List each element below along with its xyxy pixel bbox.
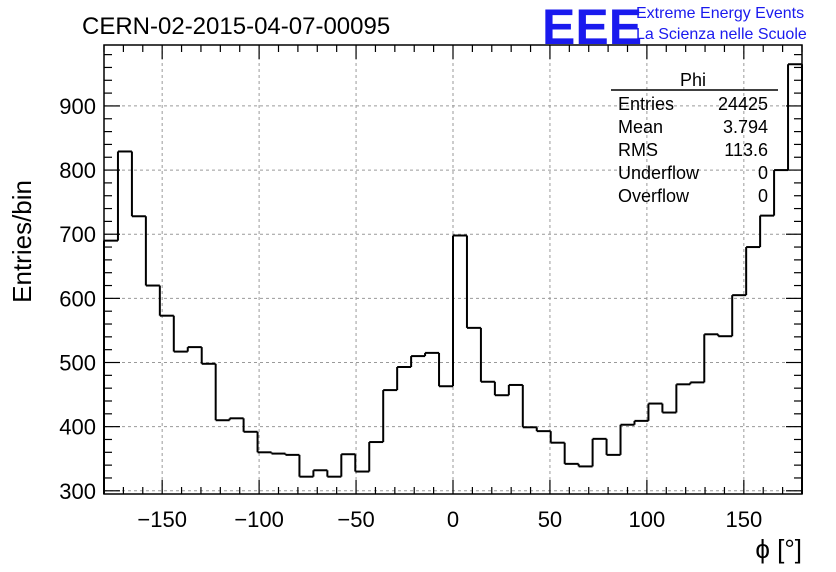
eee-logo-mark: EEE [542, 0, 642, 55]
chart-title: CERN-02-2015-04-07-00095 [82, 13, 390, 40]
stats-value: 0 [758, 163, 768, 183]
x-tick-label: 0 [447, 507, 459, 532]
y-tick-label: 300 [59, 479, 96, 504]
x-tick-label: −100 [234, 507, 284, 532]
stats-value: 24425 [718, 94, 768, 114]
stats-value: 113.6 [724, 140, 768, 160]
stats-value: 0 [758, 186, 768, 206]
y-axis-label: Entries/bin [7, 180, 37, 303]
x-tick-label: 50 [538, 507, 562, 532]
x-tick-label: −50 [337, 507, 374, 532]
eee-logo: EEE Extreme Energy Events La Scienza nel… [542, 0, 807, 55]
x-axis-label: ϕ [°] [755, 534, 802, 564]
x-tick-label: 100 [629, 507, 666, 532]
stats-label: RMS [618, 140, 658, 160]
y-tick-label: 400 [59, 415, 96, 440]
x-tick-labels: −150 −100 −50 0 50 100 150 [137, 507, 762, 532]
stats-rows: Entries 24425 Mean 3.794 RMS 113.6 Underflow 0 O… [618, 94, 768, 206]
y-tick-labels: 300 400 500 600 700 800 900 [59, 94, 96, 504]
x-tick-label: −150 [137, 507, 187, 532]
brand-line-2: La Scienza nelle Scuole [636, 26, 807, 43]
stats-box: Phi Entries 24425 Mean 3.794 RMS 113.6 Underfl… [611, 70, 778, 206]
brand-line-1: Extreme Energy Events [636, 5, 804, 22]
stats-label: Mean [618, 117, 663, 137]
y-tick-label: 800 [59, 158, 96, 183]
stats-label: Overflow [618, 186, 690, 206]
stats-label: Underflow [618, 163, 700, 183]
y-tick-label: 900 [59, 94, 96, 119]
stats-label: Entries [618, 94, 674, 114]
y-tick-label: 700 [59, 222, 96, 247]
stats-title: Phi [680, 70, 706, 90]
y-tick-label: 600 [59, 286, 96, 311]
y-tick-label: 500 [59, 351, 96, 376]
x-tick-label: 150 [725, 507, 762, 532]
stats-value: 3.794 [723, 117, 768, 137]
axis-ticks [103, 45, 803, 494]
